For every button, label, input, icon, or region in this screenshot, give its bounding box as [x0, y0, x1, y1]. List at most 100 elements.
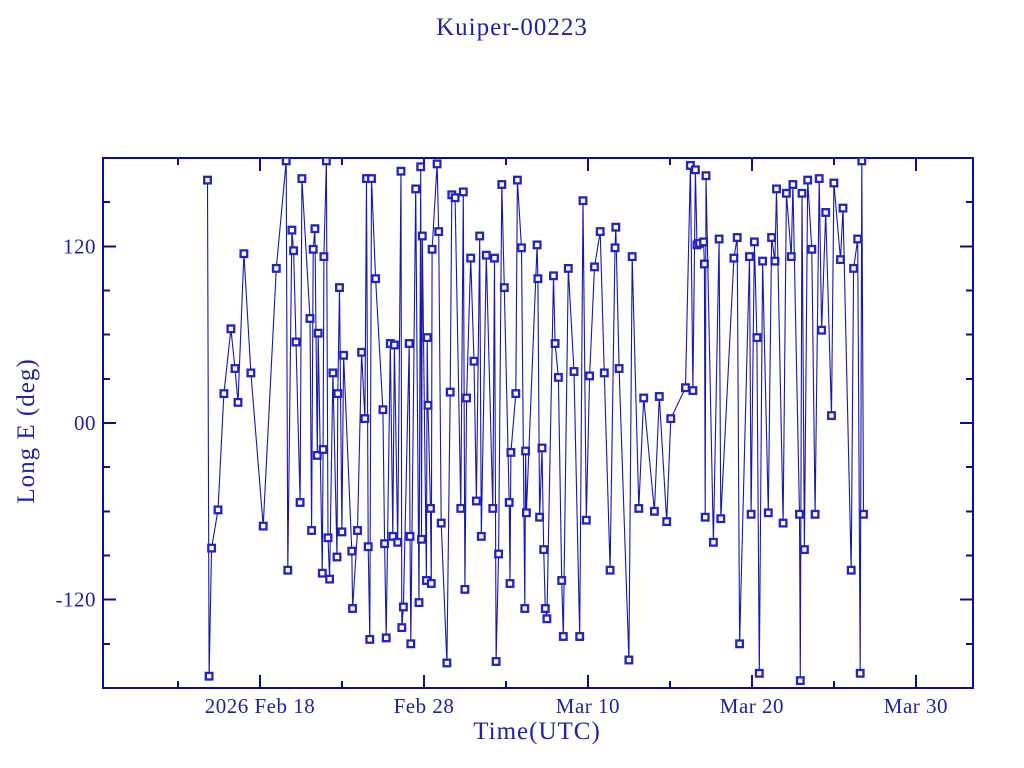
data-point-marker — [807, 244, 817, 254]
data-point-marker — [226, 324, 236, 334]
data-point-marker — [581, 515, 591, 525]
data-point-marker — [396, 166, 406, 176]
data-point-marker — [778, 518, 788, 528]
data-point-marker — [476, 531, 486, 541]
data-point-marker — [540, 604, 550, 613]
data-point-marker — [767, 233, 777, 242]
data-point-marker — [506, 447, 516, 457]
data-point-marker — [817, 325, 827, 335]
data-point-marker — [666, 414, 676, 424]
data-point-marker — [310, 224, 320, 234]
data-point-marker — [700, 512, 710, 522]
data-point-marker — [814, 174, 824, 184]
data-point-marker — [634, 503, 644, 513]
data-point-marker — [575, 632, 585, 641]
data-point-marker — [317, 568, 327, 578]
data-point-marker — [388, 531, 398, 541]
data-point-marker — [688, 386, 698, 396]
x-tick-label: Mar 10 — [556, 694, 620, 718]
data-point-marker — [456, 503, 466, 513]
data-point-marker — [699, 237, 709, 247]
data-point-marker — [605, 565, 615, 575]
data-point-marker — [404, 339, 414, 348]
data-point-marker — [307, 526, 317, 535]
data-point-marker — [405, 531, 415, 541]
data-point-marker — [289, 246, 299, 256]
data-point-marker — [335, 283, 344, 293]
data-point-marker — [855, 668, 865, 678]
data-point-marker — [590, 262, 599, 272]
data-point-marker — [348, 604, 358, 613]
data-point-marker — [781, 188, 791, 198]
data-point-marker — [563, 263, 573, 273]
data-point-marker — [432, 159, 442, 169]
data-point-marker — [662, 517, 672, 527]
data-point-marker — [752, 333, 762, 343]
data-point-marker — [690, 165, 700, 175]
data-point-marker — [219, 389, 229, 399]
y-tick-label: 120 — [63, 234, 96, 258]
data-point-marker — [549, 271, 558, 281]
data-point-marker — [639, 393, 649, 403]
data-point-marker — [827, 411, 836, 421]
data-point-marker — [610, 243, 620, 253]
data-point-marker — [398, 602, 408, 612]
data-point-marker — [328, 368, 338, 378]
data-point-marker — [378, 405, 388, 415]
data-point-marker — [550, 339, 560, 348]
data-point-marker — [849, 263, 859, 273]
data-point-marker — [512, 175, 522, 185]
data-point-marker — [520, 604, 530, 613]
data-point-marker — [614, 364, 624, 373]
data-point-marker — [745, 252, 754, 262]
data-point-marker — [442, 658, 452, 668]
data-point-marker — [539, 545, 549, 555]
data-point-marker — [295, 498, 305, 507]
data-point-marker — [701, 171, 711, 181]
data-point-marker — [836, 255, 845, 265]
data-point-marker — [318, 445, 328, 454]
data-point-marker — [557, 576, 567, 585]
data-point-marker — [578, 196, 588, 206]
data-point-marker — [371, 274, 381, 284]
data-point-marker — [436, 518, 446, 528]
data-point-marker — [505, 579, 515, 588]
data-point-marker — [347, 546, 357, 556]
data-point-marker — [517, 243, 526, 253]
data-point-marker — [829, 178, 839, 188]
data-point-marker — [786, 252, 796, 262]
data-point-marker — [332, 552, 342, 562]
data-point-marker — [611, 222, 621, 232]
data-point-marker — [714, 234, 724, 244]
data-point-marker — [312, 450, 322, 460]
data-point-marker — [458, 187, 468, 197]
data-series — [203, 158, 868, 686]
data-point-marker — [746, 509, 756, 519]
x-tick-label: Feb 28 — [394, 694, 455, 718]
data-point-marker — [426, 579, 436, 588]
data-point-marker — [795, 676, 805, 686]
data-point-marker — [729, 253, 739, 263]
data-point-marker — [585, 371, 595, 381]
data-point-marker — [803, 175, 813, 185]
data-point-marker — [360, 414, 370, 424]
data-point-marker — [287, 225, 297, 235]
data-point-marker — [460, 584, 470, 594]
data-point-marker — [735, 639, 745, 649]
data-point-marker — [380, 539, 390, 549]
data-point-marker — [821, 208, 831, 217]
data-point-marker — [271, 263, 281, 273]
data-point-marker — [450, 193, 460, 203]
data-point-marker — [533, 274, 543, 284]
data-point-marker — [417, 231, 427, 241]
data-point-marker — [758, 256, 768, 266]
data-point-marker — [426, 503, 435, 513]
data-point-marker — [810, 509, 820, 519]
data-point-marker — [466, 253, 476, 263]
x-tick-label: Mar 30 — [884, 694, 948, 718]
data-point-marker — [595, 227, 605, 237]
data-point-marker — [494, 549, 504, 559]
data-point-marker — [491, 657, 501, 666]
data-point-marker — [462, 393, 472, 403]
